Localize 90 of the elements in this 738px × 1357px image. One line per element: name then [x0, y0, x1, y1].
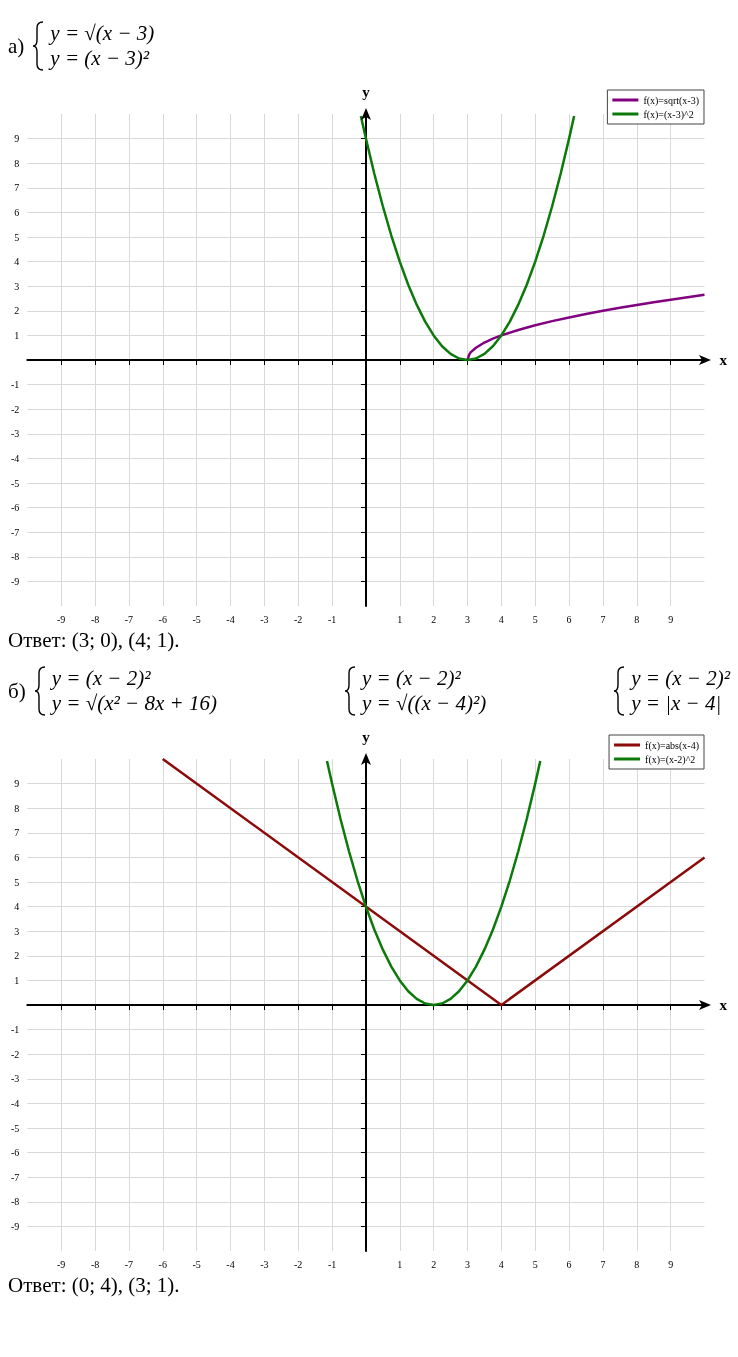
y-tick-label: 2 — [14, 305, 20, 317]
y-tick-label: 8 — [14, 157, 20, 169]
line-series — [325, 759, 542, 1007]
x-tick-label: 2 — [431, 613, 437, 625]
legend-label: f(x)=(x-3)^2 — [643, 108, 694, 121]
x-tick-label: -9 — [57, 1258, 66, 1270]
legend-label: f(x)=(x-2)^2 — [645, 753, 696, 766]
x-tick-label: 9 — [668, 1258, 674, 1270]
y-tick-label: 7 — [14, 182, 20, 194]
x-tick-label: 4 — [498, 613, 504, 625]
y-axis-title: y — [362, 83, 371, 100]
x-tick-label: 1 — [397, 1258, 403, 1270]
x-tick-label: -3 — [260, 1258, 269, 1270]
y-tick-label: -3 — [10, 428, 20, 440]
y-tick-label: -6 — [10, 1147, 20, 1159]
y-axis-title: y — [362, 728, 371, 745]
x-axis-title: x — [719, 997, 728, 1013]
y-tick-label: -4 — [10, 1097, 20, 1109]
x-tick-label: -7 — [124, 1258, 134, 1270]
text: y = (x − 2)² y = √((x − 4)²) — [361, 665, 487, 717]
x-tick-label: 6 — [566, 1258, 572, 1270]
x-tick-label: -2 — [294, 613, 303, 625]
y-tick-label: -2 — [10, 403, 20, 415]
legend-label: f(x)=abs(x-4) — [645, 739, 699, 752]
chart-title: а) — [8, 33, 25, 59]
x-tick-label: -5 — [192, 613, 201, 625]
y-tick-label: -3 — [10, 1073, 20, 1085]
x-tick-label: 3 — [464, 1258, 470, 1270]
text: Ответ: (3; 0), (4; 1). — [8, 628, 181, 653]
x-tick-label: -1 — [327, 1258, 337, 1270]
x-tick-label: 4 — [498, 1258, 504, 1270]
x-tick-label: 7 — [600, 1258, 606, 1270]
y-tick-label: 6 — [14, 851, 20, 863]
y-tick-label: -5 — [10, 1122, 20, 1134]
y-tick-label: -2 — [10, 1048, 20, 1060]
x-axis-title: x — [719, 352, 728, 368]
x-tick-label: 8 — [634, 613, 640, 625]
x-tick-label: 9 — [668, 613, 674, 625]
y-tick-label: 5 — [14, 231, 20, 243]
y-tick-label: -5 — [10, 477, 20, 489]
y-tick-label: 3 — [14, 280, 20, 292]
y-tick-label: 8 — [14, 802, 20, 814]
x-tick-label: -3 — [260, 613, 269, 625]
chart-subtitle: y = (x − 2)² y = √(x² − 8x + 16) — [51, 665, 217, 717]
y-tick-label: -4 — [10, 452, 20, 464]
x-tick-label: 6 — [566, 613, 572, 625]
y-tick-label: 1 — [14, 329, 20, 341]
y-tick-label: -9 — [10, 575, 20, 587]
x-tick-label: -4 — [226, 1258, 235, 1270]
x-tick-label: 7 — [600, 613, 606, 625]
y-tick-label: -8 — [10, 1196, 20, 1208]
x-tick-label: -6 — [158, 613, 167, 625]
line-series — [466, 293, 706, 362]
y-tick-label: 2 — [14, 950, 20, 962]
y-tick-label: -9 — [10, 1220, 20, 1232]
x-tick-label: 1 — [397, 613, 403, 625]
x-tick-label: -4 — [226, 613, 235, 625]
x-tick-label: 3 — [464, 613, 470, 625]
x-tick-label: -7 — [124, 613, 134, 625]
y-tick-label: -1 — [10, 1024, 20, 1036]
x-tick-label: -8 — [90, 613, 100, 625]
x-tick-label: -2 — [294, 1258, 303, 1270]
y-tick-label: 4 — [14, 256, 20, 268]
x-tick-label: 8 — [634, 1258, 640, 1270]
text: y = (x − 2)² y = |x − 4| — [631, 665, 730, 717]
y-tick-label: 4 — [14, 901, 20, 913]
chart-title: б) — [8, 678, 26, 704]
chart-subtitle: y = √(x − 3) y = (x − 3)² — [50, 20, 155, 72]
x-tick-label: -8 — [90, 1258, 100, 1270]
y-tick-label: 6 — [14, 206, 20, 218]
y-tick-label: 9 — [14, 778, 20, 790]
x-tick-label: -5 — [192, 1258, 201, 1270]
x-tick-label: 2 — [431, 1258, 437, 1270]
text: Ответ: (0; 4), (3; 1). — [8, 1273, 181, 1298]
y-tick-label: -7 — [10, 526, 20, 538]
y-tick-label: -1 — [10, 379, 20, 391]
x-tick-label: 5 — [532, 613, 538, 625]
y-tick-label: 5 — [14, 876, 20, 888]
y-tick-label: 7 — [14, 827, 20, 839]
legend-label: f(x)=sqrt(x-3) — [643, 94, 699, 107]
x-tick-label: 5 — [532, 1258, 538, 1270]
y-tick-label: -8 — [10, 551, 20, 563]
x-tick-label: -1 — [327, 613, 337, 625]
y-tick-label: -7 — [10, 1171, 20, 1183]
y-tick-label: 9 — [14, 133, 20, 145]
x-tick-label: -9 — [57, 613, 66, 625]
y-tick-label: -6 — [10, 502, 20, 514]
x-tick-label: -6 — [158, 1258, 167, 1270]
y-tick-label: 3 — [14, 925, 20, 937]
y-tick-label: 1 — [14, 974, 20, 986]
